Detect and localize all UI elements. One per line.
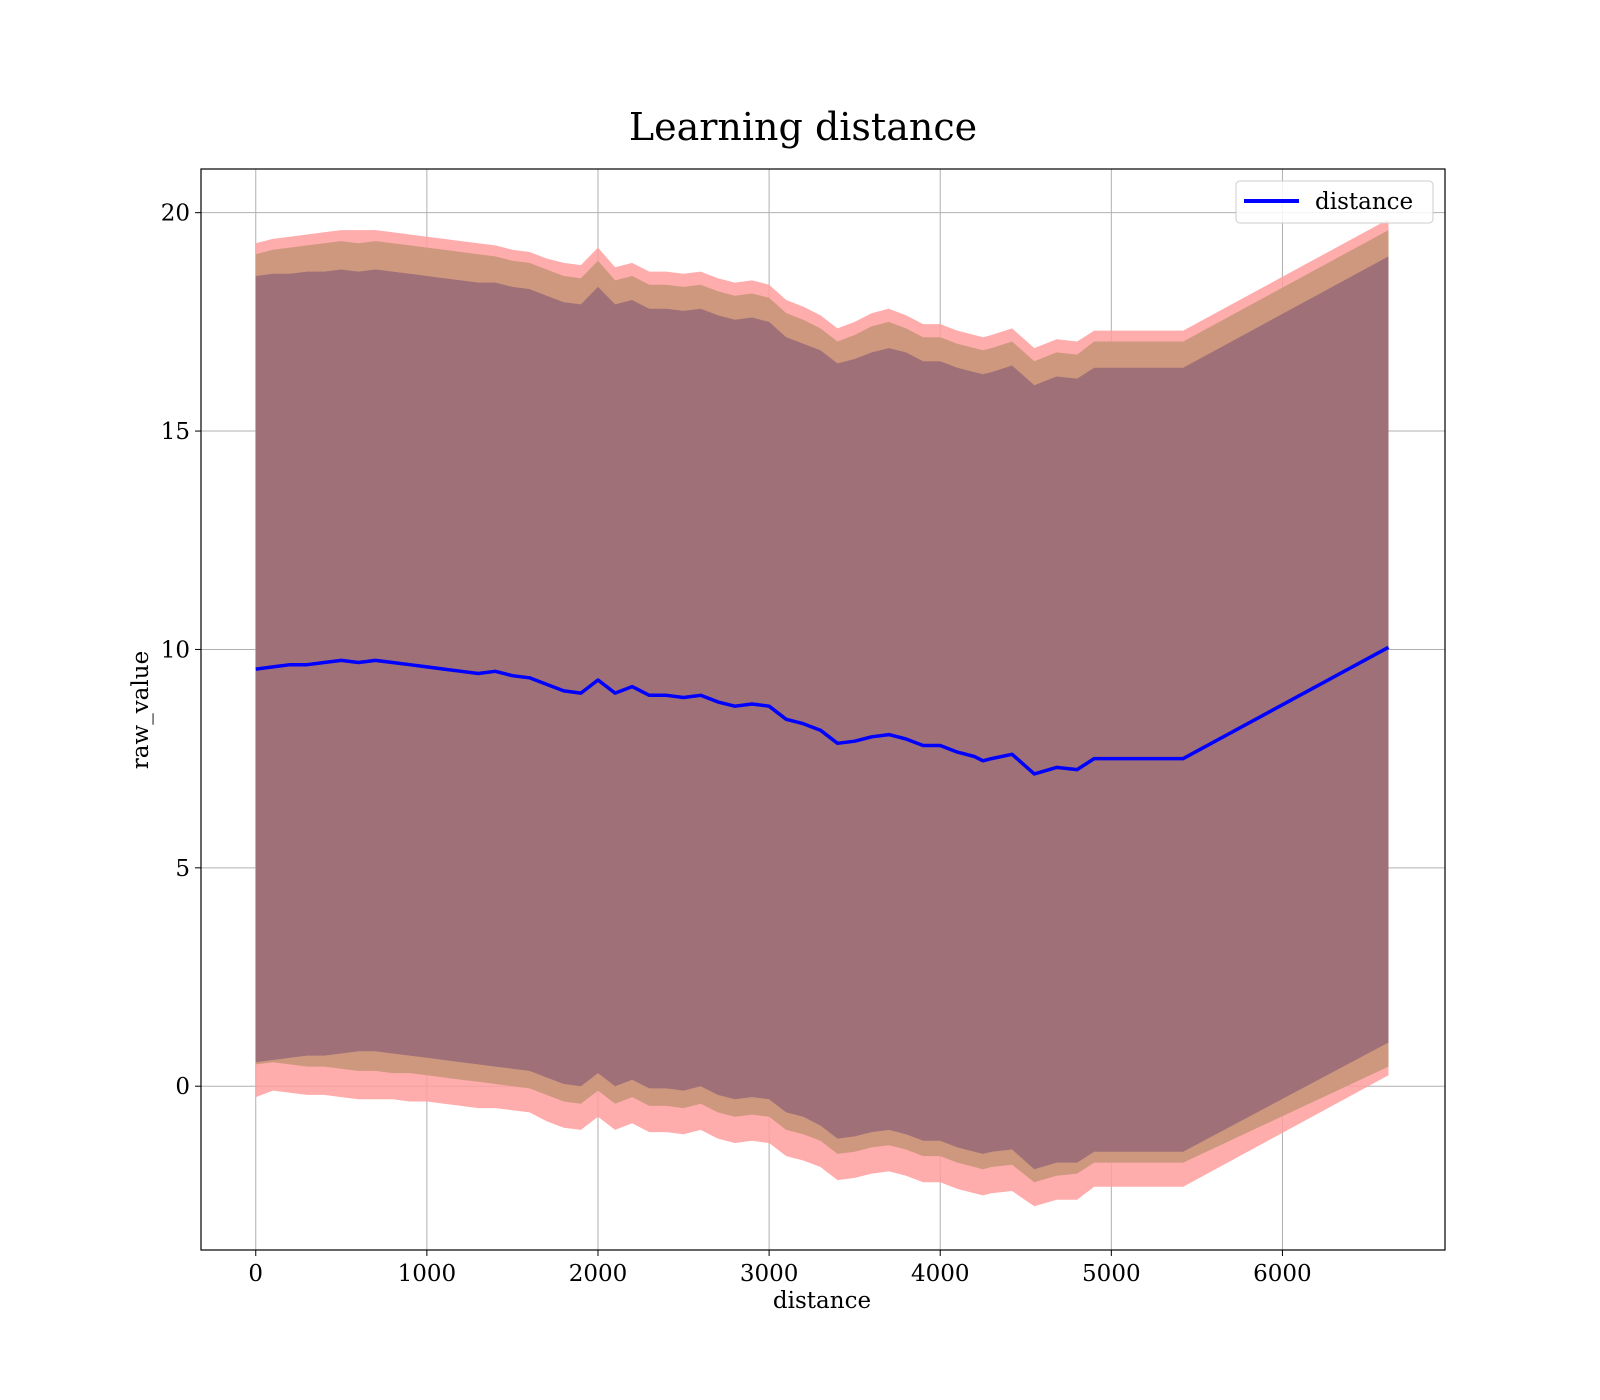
x-tick-label: 6000 [1253, 1261, 1312, 1287]
y-tick-label: 5 [175, 856, 190, 882]
series-lines [255, 645, 1390, 776]
y-tick-label: 10 [161, 637, 190, 663]
legend: distance [1235, 180, 1434, 224]
x-axis-label: distance [773, 1288, 871, 1314]
chart-title: Learning distance [629, 105, 977, 149]
plot-frame [200, 168, 1446, 1251]
x-tick-label: 3000 [740, 1261, 799, 1287]
band-inner [255, 256, 1389, 1170]
x-axis-ticks: 0 1000 2000 3000 4000 5000 6000 [248, 1250, 1312, 1287]
y-axis-label: raw_value [128, 651, 154, 769]
x-tick-label: 4000 [911, 1261, 970, 1287]
legend-box [1235, 180, 1434, 224]
confidence-bands [255, 219, 1389, 1207]
series-line-distance [255, 645, 1390, 776]
y-tick-label: 15 [161, 419, 190, 445]
y-tick-label: 20 [161, 201, 190, 227]
x-tick-label: 0 [248, 1261, 263, 1287]
legend-label-distance: distance [1315, 189, 1413, 215]
x-tick-label: 1000 [398, 1261, 457, 1287]
x-tick-label: 2000 [569, 1261, 628, 1287]
x-tick-label: 5000 [1082, 1261, 1141, 1287]
y-tick-label: 0 [175, 1074, 190, 1100]
y-axis-ticks: 0 5 10 15 20 [161, 201, 201, 1100]
